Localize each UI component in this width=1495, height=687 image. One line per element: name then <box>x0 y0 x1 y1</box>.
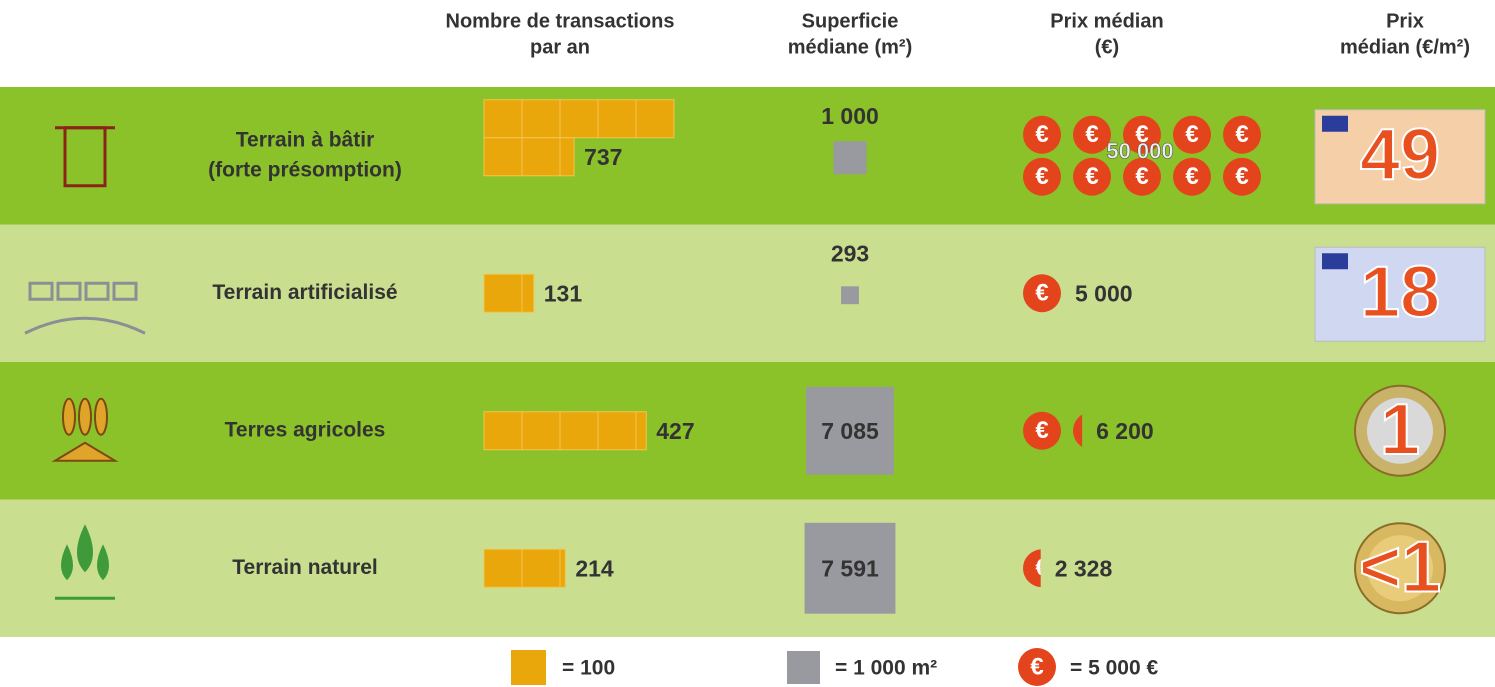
transaction-block <box>522 412 560 450</box>
banknote-flag <box>1322 253 1348 269</box>
coin: € <box>1223 116 1261 154</box>
transaction-block <box>522 549 560 587</box>
price-m2-value: 1 <box>1380 390 1420 470</box>
transaction-block <box>636 100 674 138</box>
coin-symbol: € <box>1185 121 1198 148</box>
price-value: 2 328 <box>1055 555 1113 581</box>
coin-symbol: € <box>1035 163 1048 190</box>
area-square <box>841 286 859 304</box>
area-value: 293 <box>831 240 869 266</box>
coin: € <box>1023 274 1061 312</box>
area-value: 1 000 <box>821 103 879 129</box>
price-value: 5 000 <box>1075 280 1133 306</box>
coin-symbol: € <box>1235 121 1248 148</box>
icon-part <box>79 399 91 435</box>
row-band <box>0 87 1495 225</box>
price-m2-picture: 18 <box>1315 247 1485 341</box>
row-label: Terrain artificialisé <box>212 281 397 304</box>
transaction-block <box>522 100 560 138</box>
price-m2-value: <1 <box>1359 527 1441 607</box>
price-value: 6 200 <box>1096 418 1154 444</box>
transaction-block <box>484 100 522 138</box>
coin-symbol: € <box>1235 163 1248 190</box>
coin-symbol: € <box>1185 163 1198 190</box>
coin-symbol: € <box>1135 163 1148 190</box>
legend-coin: € <box>1018 648 1056 686</box>
area-value: 7 591 <box>821 555 879 581</box>
coin-symbol: € <box>1030 653 1043 680</box>
coin-symbol: € <box>1035 417 1048 444</box>
price-m2-value: 18 <box>1360 252 1440 332</box>
row-label: Terres agricoles <box>225 418 386 441</box>
price-m2-picture: 49 <box>1315 110 1485 204</box>
transaction-block <box>484 412 522 450</box>
transaction-block <box>484 274 522 312</box>
transaction-block <box>522 274 534 312</box>
icon-part <box>95 399 107 435</box>
transaction-block <box>598 412 636 450</box>
coin: € <box>1173 116 1211 154</box>
coin: € <box>1023 412 1061 450</box>
transaction-block <box>560 100 598 138</box>
transaction-block <box>560 412 598 450</box>
column-header: Superficie <box>802 10 899 32</box>
coin: € <box>1073 158 1111 196</box>
price-m2-value: 49 <box>1360 115 1440 195</box>
infographic: Nombre de transactions par an Superficie mé… <box>0 0 1495 687</box>
transaction-block <box>484 549 522 587</box>
transactions-value: 131 <box>544 280 583 306</box>
row-label: Terrain à bâtir <box>236 128 375 151</box>
coin: € <box>1018 648 1056 686</box>
transaction-block <box>598 100 636 138</box>
coin-symbol: € <box>1035 280 1048 307</box>
column-header: (€) <box>1095 36 1119 58</box>
column-header: Prix médian <box>1050 10 1163 32</box>
price-value: 50 000 <box>1106 139 1173 164</box>
legend-square <box>787 651 820 684</box>
column-header: médian (€/m²) <box>1340 36 1470 58</box>
icon-part <box>63 399 75 435</box>
price-m2-picture: <1 <box>1355 523 1445 613</box>
transaction-block <box>484 138 522 176</box>
row-band <box>0 500 1495 638</box>
transactions-value: 427 <box>656 418 694 444</box>
column-header: par an <box>530 36 590 58</box>
price-m2-picture: 1 <box>1355 386 1445 476</box>
coin: € <box>1223 158 1261 196</box>
column-header: médiane (m²) <box>788 36 912 58</box>
coin-symbol: € <box>1035 121 1048 148</box>
legend-label: = 100 <box>562 657 615 680</box>
coin: € <box>1173 158 1211 196</box>
transactions-value: 737 <box>584 144 622 170</box>
coin-symbol: € <box>1085 163 1098 190</box>
row-label: (forte présomption) <box>208 158 402 181</box>
transaction-block <box>560 138 574 176</box>
legend-label: = 1 000 m² <box>835 657 937 680</box>
area-value: 7 085 <box>821 418 879 444</box>
transaction-block <box>560 549 565 587</box>
coin: € <box>1023 158 1061 196</box>
legend-block <box>511 650 546 685</box>
transaction-block <box>636 412 646 450</box>
coin-symbol: € <box>1085 121 1098 148</box>
transaction-block <box>522 138 560 176</box>
transactions-value: 214 <box>575 555 614 581</box>
row-label: Terrain naturel <box>232 556 377 579</box>
column-header: Prix <box>1386 10 1424 32</box>
coin: € <box>1073 116 1111 154</box>
area-square <box>834 141 867 174</box>
legend-label: = 5 000 € <box>1070 657 1158 680</box>
coin: € <box>1023 116 1061 154</box>
banknote-flag <box>1322 116 1348 132</box>
column-header: Nombre de transactions <box>446 10 675 32</box>
